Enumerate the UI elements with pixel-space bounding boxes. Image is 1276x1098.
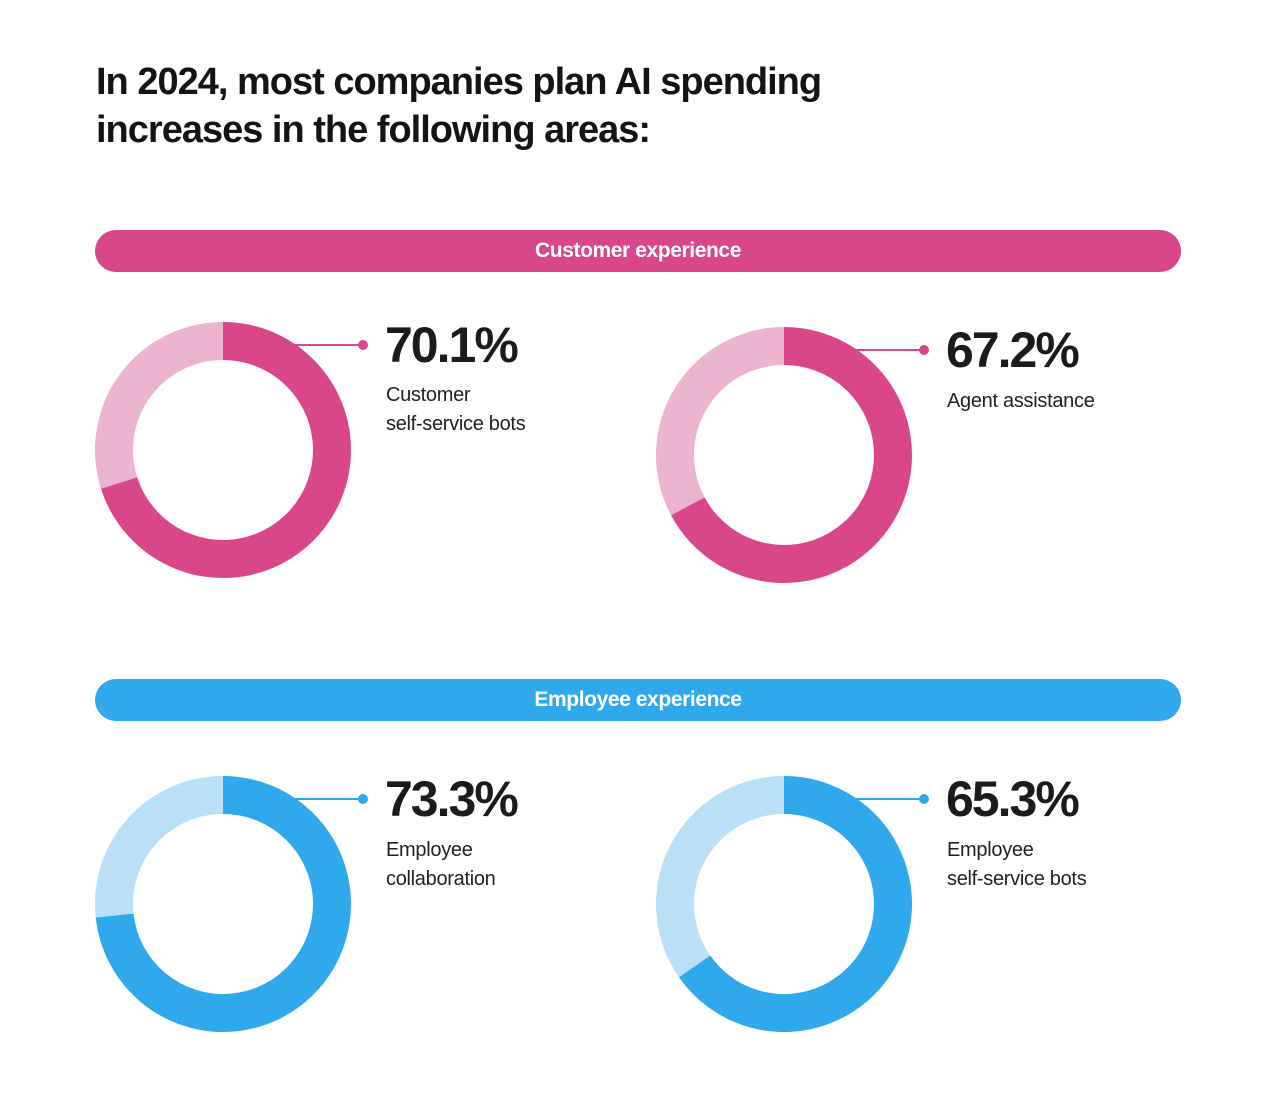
donut-remainder-segment: [94, 322, 223, 489]
employee-experience-banner: Employee experience: [95, 679, 1181, 721]
leader-dot: [919, 794, 929, 804]
donut-value-segment: [95, 776, 352, 1032]
donut-value-segment: [671, 327, 912, 583]
category-label-employee-self-service-bots: Employee self-service bots: [947, 836, 1187, 894]
donut-remainder-segment: [656, 776, 784, 978]
leader-dot: [358, 340, 368, 350]
label-line: self-service bots: [386, 413, 526, 435]
value-label-employee-self-service-bots: 65.3%: [946, 771, 1080, 827]
label-line: self-service bots: [947, 868, 1087, 890]
donut-value-segment: [101, 322, 351, 578]
donut-chart-employee-self-service-bots: [656, 776, 929, 1032]
label-line: Agent assistance: [947, 390, 1095, 412]
label-line: Employee: [947, 839, 1034, 861]
page-title: In 2024, most companies plan AI spending…: [96, 58, 996, 154]
category-label-customer-self-service-bots: Customer self-service bots: [386, 381, 626, 439]
donut-chart-agent-assistance: [656, 327, 929, 583]
donut-chart-customer-self-service-bots: [94, 322, 368, 578]
title-line-2: increases in the following areas:: [96, 109, 651, 151]
donut-remainder-segment: [95, 776, 223, 918]
leader-dot: [358, 794, 368, 804]
label-line: Employee: [386, 839, 473, 861]
category-label-employee-collaboration: Employee collaboration: [386, 836, 626, 894]
value-label-customer-self-service-bots: 70.1%: [385, 317, 519, 373]
donut-remainder-segment: [656, 327, 784, 516]
leader-dot: [919, 345, 929, 355]
donut-chart-employee-collaboration: [95, 776, 368, 1032]
customer-experience-banner: Customer experience: [95, 230, 1181, 272]
value-label-agent-assistance: 67.2%: [946, 322, 1080, 378]
label-line: Customer: [386, 384, 471, 406]
label-line: collaboration: [386, 868, 496, 890]
title-line-1: In 2024, most companies plan AI spending: [96, 61, 822, 103]
donut-value-segment: [679, 776, 912, 1032]
category-label-agent-assistance: Agent assistance: [947, 387, 1187, 416]
value-label-employee-collaboration: 73.3%: [385, 771, 519, 827]
